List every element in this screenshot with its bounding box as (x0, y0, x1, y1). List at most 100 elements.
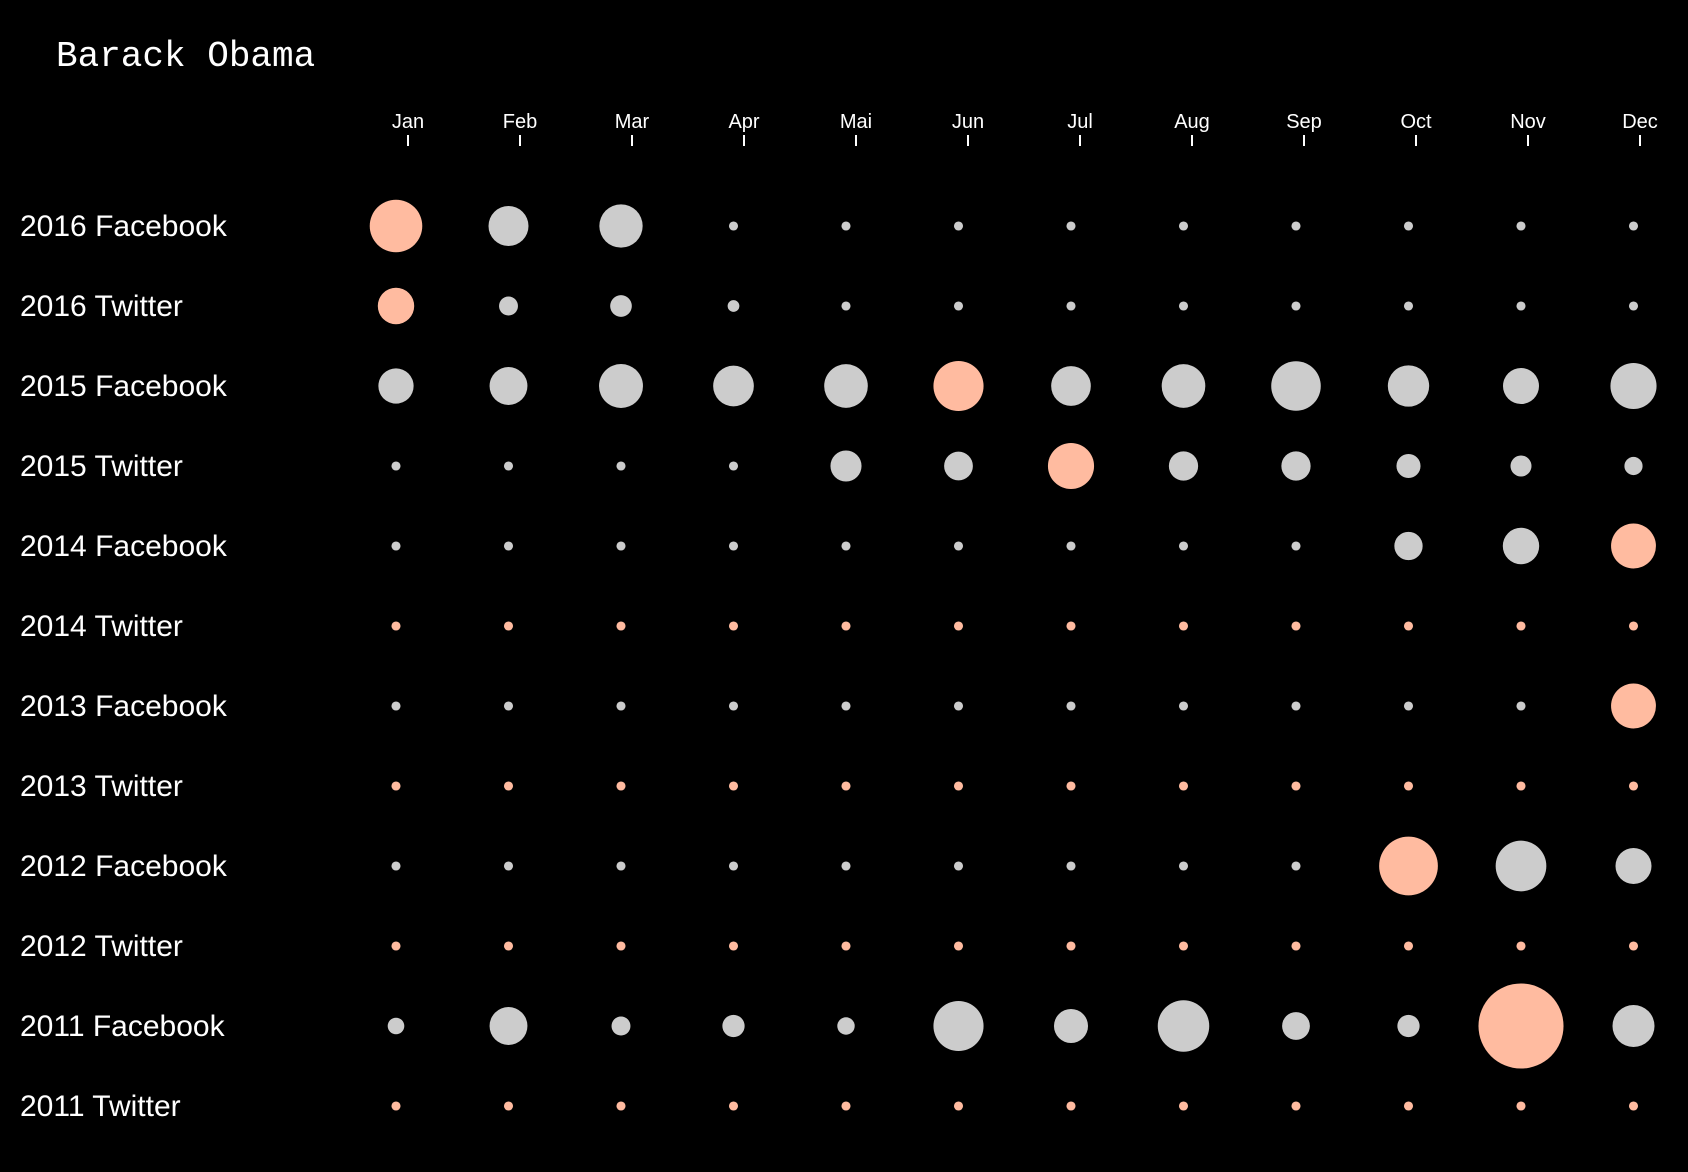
data-dot (1610, 362, 1657, 410)
data-dot (1178, 621, 1189, 631)
data-dot (1628, 621, 1639, 631)
row-label: 2015 Facebook (20, 370, 228, 403)
data-dot (1403, 301, 1414, 311)
data-dot (1291, 1101, 1301, 1111)
month-label: Aug (1174, 111, 1210, 133)
data-dot (1628, 221, 1639, 231)
data-dot (1291, 861, 1301, 871)
data-dot (503, 941, 514, 951)
data-dot (503, 701, 514, 711)
row-label: 2016 Twitter (20, 290, 183, 323)
data-dot (1502, 367, 1540, 405)
data-dot (841, 941, 851, 951)
data-dot (837, 1017, 855, 1035)
row-label: 2015 Twitter (20, 450, 183, 483)
data-dot (728, 781, 739, 791)
data-dot (944, 451, 973, 481)
data-dot (1178, 781, 1189, 791)
data-dot (1281, 451, 1311, 481)
data-dot (1066, 1101, 1076, 1111)
data-dot (1178, 541, 1189, 551)
data-dot (1628, 301, 1639, 311)
data-dot (391, 861, 401, 871)
data-dot (1178, 701, 1189, 711)
month-label: Jan (392, 111, 424, 133)
data-dot (1066, 701, 1076, 711)
data-dot (1516, 621, 1526, 631)
data-dot (503, 1101, 514, 1111)
data-dot (1403, 221, 1414, 231)
data-dot (728, 1101, 739, 1111)
data-dot (1502, 527, 1540, 565)
data-dot (1612, 1004, 1655, 1048)
data-dot (391, 941, 401, 951)
data-dot (1516, 701, 1526, 711)
data-dot (727, 300, 740, 312)
data-dot (1611, 683, 1656, 729)
data-dot (599, 204, 643, 248)
data-dot (489, 1007, 528, 1045)
data-dot (1403, 701, 1414, 711)
chart-row: 2016 Twitter (20, 287, 1639, 325)
data-dot (1066, 621, 1076, 631)
data-dot (1291, 621, 1301, 631)
data-dot (391, 541, 401, 551)
data-dot (841, 221, 851, 231)
month-label: Mar (615, 111, 650, 133)
data-dot (1047, 442, 1095, 490)
chart-row: 2013 Facebook (20, 683, 1656, 729)
data-dot (841, 701, 851, 711)
data-dot (1387, 365, 1430, 407)
data-dot (1403, 781, 1414, 791)
data-dot (1271, 361, 1321, 411)
data-dot (1066, 861, 1076, 871)
data-dot (1291, 221, 1301, 231)
data-dot (503, 621, 514, 631)
data-dot (841, 301, 851, 311)
month-axis: Jan Feb Mar Apr Mai Jun Jul Aug Sep Oct Nov Dec (392, 111, 1658, 146)
data-dot (1053, 1008, 1089, 1044)
data-dot (611, 1016, 631, 1036)
data-dot (1516, 781, 1526, 791)
data-dot (953, 701, 964, 711)
data-dot (728, 541, 739, 551)
data-dot (1397, 1014, 1420, 1038)
row-label: 2011 Twitter (20, 1090, 181, 1123)
data-dot (953, 621, 964, 631)
data-dot (953, 541, 964, 551)
data-dot (391, 621, 401, 631)
row-label: 2012 Twitter (20, 930, 183, 963)
data-dot (728, 861, 739, 871)
data-dot (616, 541, 626, 551)
data-dot (1168, 451, 1199, 481)
row-label: 2011 Facebook (20, 1010, 226, 1043)
data-dot (1516, 941, 1526, 951)
row-label: 2013 Twitter (20, 770, 183, 803)
data-dot (728, 701, 739, 711)
data-dot (1282, 1012, 1310, 1040)
data-dot (722, 1014, 745, 1038)
data-dot (489, 367, 528, 405)
data-dot (1478, 983, 1564, 1069)
data-dot (1628, 1101, 1639, 1111)
data-dot (728, 461, 739, 471)
data-dot (1379, 836, 1438, 896)
data-dot (391, 701, 401, 711)
month-label: Oct (1400, 111, 1432, 133)
data-dot (377, 287, 415, 325)
data-dot (728, 221, 739, 231)
month-label: Apr (728, 111, 759, 133)
data-dot (1178, 861, 1189, 871)
data-dot (1066, 541, 1076, 551)
data-dot (841, 541, 851, 551)
data-dot (503, 461, 514, 471)
chart-row: 2014 Facebook (20, 523, 1656, 569)
data-dot (728, 941, 739, 951)
data-dot (1624, 456, 1643, 476)
chart-row: 2011 Twitter (20, 1090, 1639, 1123)
data-dot (1516, 221, 1526, 231)
data-dot (1611, 523, 1656, 569)
data-dot (1157, 1000, 1210, 1052)
data-dot (1066, 941, 1076, 951)
